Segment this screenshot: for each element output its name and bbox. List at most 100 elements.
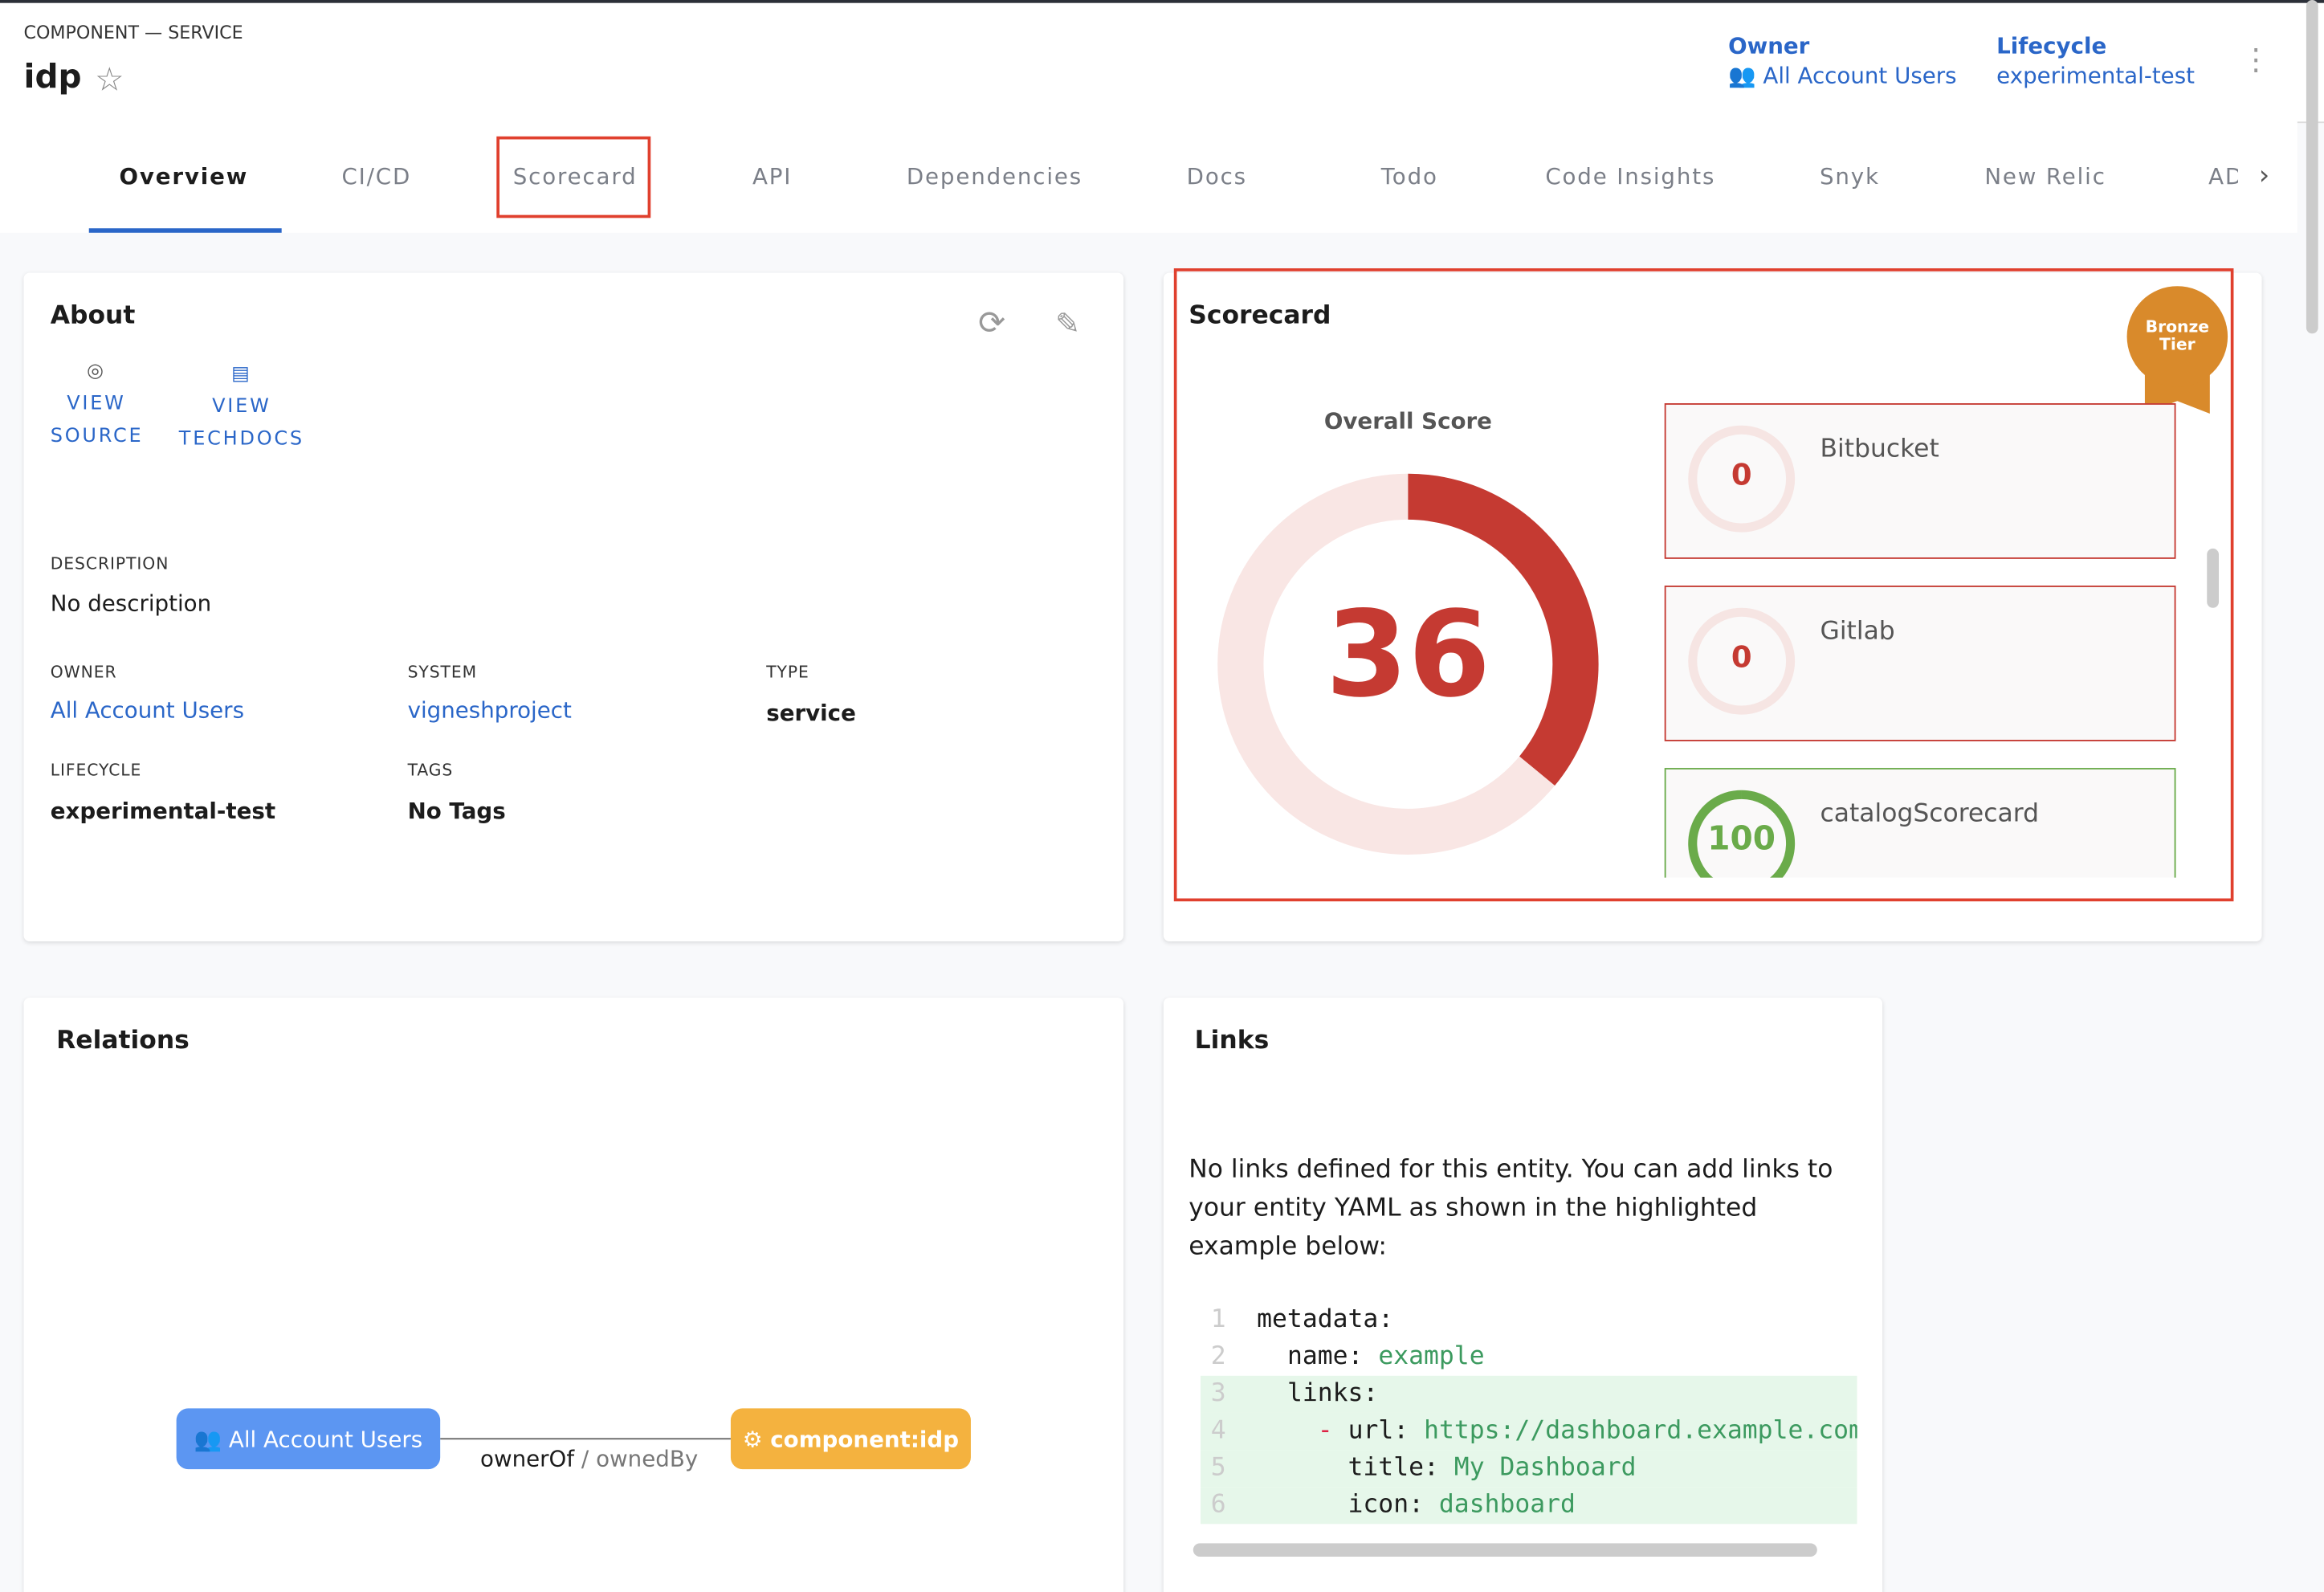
ring-arc [1688,790,1796,878]
tab[interactable]: CI/CD [341,163,412,190]
links-title: Links [1194,1026,1270,1056]
target-text[interactable]: component:idp [770,1425,960,1452]
check-ring [1688,425,1796,533]
edge-reverse: ownedBy [596,1445,699,1472]
view-techdocs[interactable]: ▤ VIEW TECHDOCS [177,359,305,457]
refresh[interactable]: ⟳ [978,305,1006,343]
ring-track [1688,425,1796,533]
tab[interactable]: AD [2208,163,2238,190]
check-score: 100 [1707,821,1776,859]
ring-track [1688,607,1796,715]
check-score: 0 [1731,639,1752,675]
overall-score: 36 [1325,586,1491,724]
tab[interactable]: Docs [1186,163,1247,190]
owner[interactable]: 👥 All Account Users [1728,62,1957,89]
code-line: 1 metadata: [1201,1302,1857,1339]
code-line: 2 name: example [1201,1339,1857,1376]
code-line: 4 - url: https://dashboard.example.com [1201,1412,1857,1451]
edge-label: ownerOf / ownedBy [480,1446,698,1472]
tab-next[interactable]: › [2258,160,2270,192]
description: No description [50,590,212,617]
key: icon: [1348,1489,1424,1520]
code-line: 6 icon: dashboard [1201,1487,1857,1525]
source-node[interactable]: 👥 All Account Users [176,1408,441,1470]
lifecycle: experimental-test [50,797,276,825]
tab[interactable]: Snyk [1819,163,1880,190]
line-number: 1 [1210,1304,1226,1335]
key: name: [1286,1341,1364,1372]
tab[interactable]: Scorecard [512,163,638,190]
checks: 0 Bitbucket 0 Gitlab 100 catalogScorecard [1664,403,2176,878]
type: service [766,700,856,727]
system-link[interactable]: vigneshproject [407,696,572,724]
check-card [1664,768,2176,878]
tab[interactable]: New Relic [1984,163,2106,190]
about-card [23,272,1124,942]
lifecycle-label: LIFECYCLE [50,760,142,780]
value: My Dashboard [1454,1452,1637,1483]
check-name: Bitbucket [1820,434,1939,464]
code-block: 1 metadata: 2 name: example 3 links: 4 - url… [1201,1302,1857,1525]
overall-label: Overall Score [1323,407,1492,435]
lifecycle-label: Lifecycle [1996,32,2107,59]
tabs [0,120,2297,233]
owner-link[interactable]: All Account Users [50,696,244,724]
gauge [1217,473,1599,855]
line-number: 4 [1210,1415,1226,1446]
tab[interactable]: Dependencies [906,163,1083,190]
value: example [1378,1341,1485,1372]
key: metadata: [1257,1304,1394,1335]
value: https://dashboard.example.com [1424,1415,1857,1446]
value: dashboard [1438,1489,1576,1520]
icon: ◎ [87,360,106,383]
scrollbar [2306,0,2318,334]
line-number: 3 [1210,1378,1226,1409]
links-message: No links defined for this entity. You ca… [1189,1154,1833,1262]
tab[interactable]: Code Insights [1545,163,1716,190]
check-score: 0 [1731,456,1752,492]
highlight [496,136,651,218]
code-line: 5 title: My Dashboard [1201,1450,1857,1488]
lifecycle: experimental-test [1996,62,2195,89]
menu[interactable]: ⋮ [2240,41,2271,77]
system-label: SYSTEM [407,663,478,683]
edge-forward: ownerOf [480,1445,575,1472]
edge-separator: / [581,1445,589,1472]
key: title: [1348,1452,1439,1483]
relations-title: Relations [56,1026,190,1056]
header-bar [0,0,2324,124]
edge [440,1438,731,1440]
star[interactable]: ☆ [95,62,124,100]
icon: ▤ [231,363,252,386]
about-title: About [50,300,136,331]
ring-arc [1408,473,1599,786]
scorecard-title: Scorecard [1189,300,1331,331]
owner-text[interactable]: All Account Users [1763,62,1957,89]
tags-label: TAGS [407,760,454,780]
description-label: DESCRIPTION [50,554,169,574]
owner-label: Owner [1728,32,1810,59]
view-source[interactable]: ◎ VIEW SOURCE [51,356,142,454]
entity-title: idp [23,59,82,96]
edit[interactable]: ✎ [1055,305,1081,341]
tags: No Tags [407,797,506,825]
tab[interactable]: Overview [119,163,249,190]
code-scrollbar [1193,1543,1817,1557]
tab-underline [88,228,282,233]
check-ring [1688,607,1796,715]
line-number: 2 [1210,1341,1226,1372]
relations-card [23,998,1124,1592]
target-node[interactable]: ⚙ component:idp [730,1408,971,1470]
key: links: [1286,1378,1379,1409]
line-number: 5 [1210,1452,1226,1483]
kind: COMPONENT — SERVICE [23,22,243,43]
source-text[interactable]: All Account Users [228,1425,423,1452]
view-source-text[interactable]: VIEW SOURCE [50,393,144,448]
tab[interactable]: API [752,163,793,190]
view-techdocs-text[interactable]: VIEW TECHDOCS [178,395,304,451]
tab[interactable]: Todo [1380,163,1438,190]
check-ring [1688,790,1796,878]
check-name: Gitlab [1820,616,1895,647]
